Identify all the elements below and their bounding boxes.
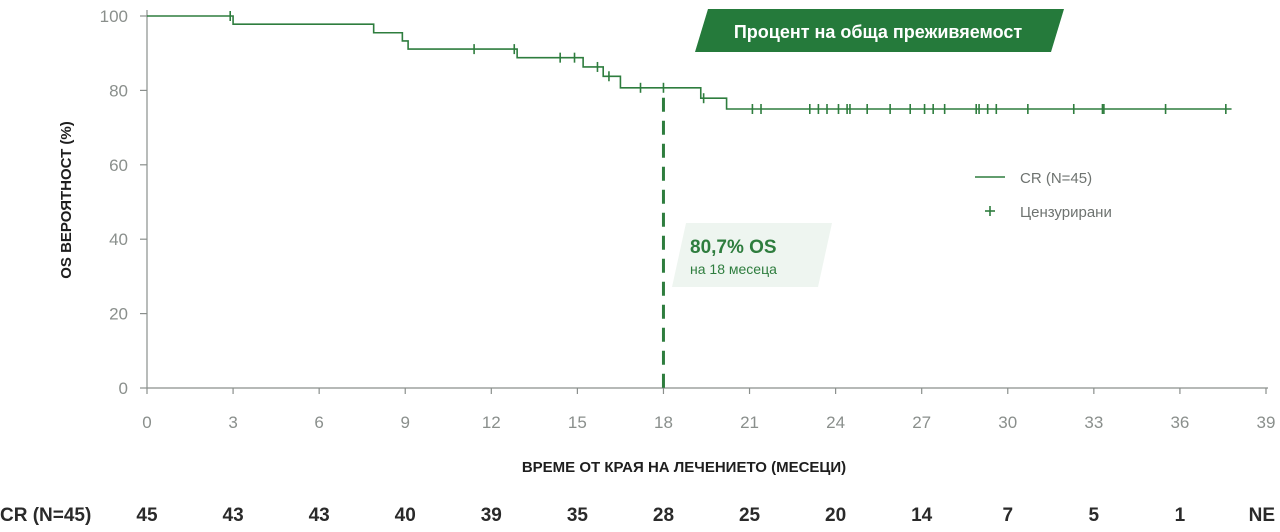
legend-censor-swatch — [985, 206, 995, 216]
title-banner: Процент на обща преживяемост — [695, 9, 1064, 52]
x-ticks: 0 3 6 9 12 15 18 21 24 27 30 33 36 39 — [142, 388, 1275, 432]
annotation-box: 80,7% OS на 18 месеца — [672, 223, 832, 287]
y-tick-label: 20 — [109, 305, 128, 324]
x-axis-title: ВРЕМЕ ОТ КРАЯ НА ЛЕЧЕНИЕТО (МЕСЕЦИ) — [522, 459, 846, 476]
x-tick-label: 33 — [1084, 413, 1103, 432]
axes — [146, 10, 1268, 389]
x-tick-label: 9 — [400, 413, 409, 432]
risk-table-value: 7 — [1002, 505, 1013, 526]
y-tick-label: 40 — [109, 230, 128, 249]
risk-table-label: CR (N=45) — [0, 505, 91, 526]
x-tick-label: 39 — [1257, 413, 1276, 432]
y-tick-label: 60 — [109, 156, 128, 175]
x-tick-label: 27 — [912, 413, 931, 432]
x-tick-label: 15 — [568, 413, 587, 432]
y-tick-label: 80 — [109, 81, 128, 100]
survival-curve — [147, 15, 1232, 110]
x-tick-label: 0 — [142, 413, 151, 432]
x-tick-label: 12 — [482, 413, 501, 432]
risk-table-value: 43 — [223, 505, 244, 526]
risk-table-value: 5 — [1089, 505, 1100, 526]
risk-table-value: NE — [1249, 505, 1275, 526]
legend: CR (N=45) Цензурирани — [975, 170, 1112, 221]
x-tick-label: 30 — [998, 413, 1017, 432]
risk-table-value: 14 — [911, 505, 933, 526]
risk-table-value: 35 — [567, 505, 589, 526]
chart-title: Процент на обща преживяемост — [734, 22, 1023, 42]
annotation-value: 80,7% OS — [690, 237, 777, 258]
risk-table-value: 40 — [395, 505, 416, 526]
x-tick-label: 36 — [1170, 413, 1189, 432]
risk-table-value: 43 — [309, 505, 330, 526]
y-tick-label: 0 — [119, 379, 128, 398]
censor-marks — [229, 11, 1227, 114]
x-tick-label: 6 — [314, 413, 323, 432]
x-tick-label: 24 — [826, 413, 845, 432]
y-axis-title: OS ВЕРОЯТНОСТ (%) — [58, 121, 75, 279]
risk-table-value: 39 — [481, 505, 502, 526]
x-tick-label: 21 — [740, 413, 759, 432]
risk-table-value: 45 — [136, 505, 158, 526]
x-tick-label: 18 — [654, 413, 673, 432]
y-ticks: 0 20 40 60 80 100 — [100, 7, 147, 398]
risk-table-row: 45 43 43 40 39 35 28 25 20 14 7 5 1 NE — [136, 505, 1275, 526]
x-tick-label: 3 — [228, 413, 237, 432]
risk-table-value: 1 — [1175, 505, 1186, 526]
risk-table-value: 28 — [653, 505, 674, 526]
legend-series-label: CR (N=45) — [1020, 170, 1092, 187]
y-tick-label: 100 — [100, 7, 128, 26]
legend-censor-label: Цензурирани — [1020, 204, 1112, 221]
annotation-sublabel: на 18 месеца — [690, 261, 777, 277]
risk-table-value: 25 — [739, 505, 761, 526]
risk-table-value: 20 — [825, 505, 846, 526]
